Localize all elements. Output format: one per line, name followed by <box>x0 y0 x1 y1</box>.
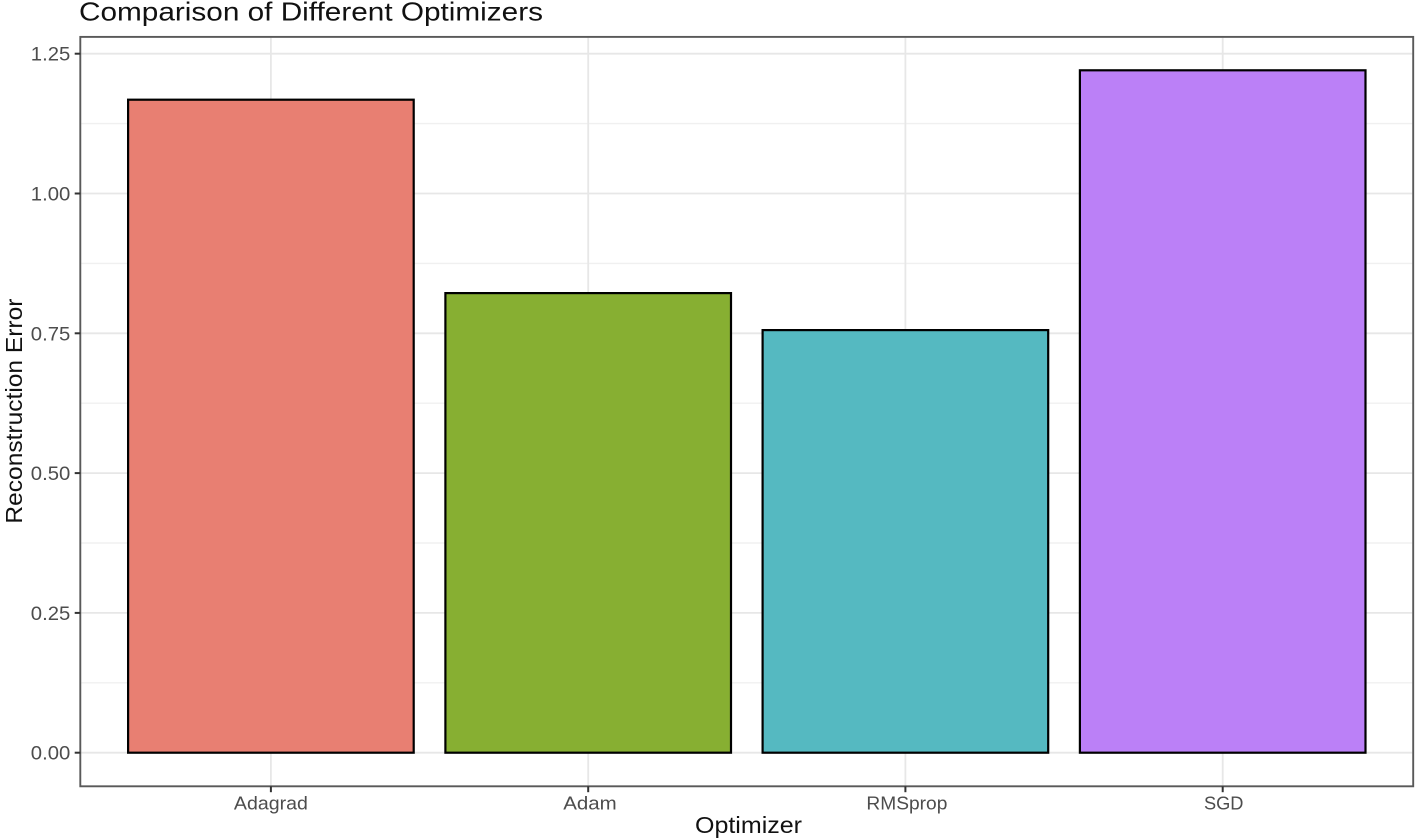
svg-text:Optimizer: Optimizer <box>695 812 802 838</box>
svg-text:0.75: 0.75 <box>31 324 71 345</box>
svg-text:0.00: 0.00 <box>31 744 71 765</box>
svg-text:0.25: 0.25 <box>31 604 71 625</box>
svg-text:SGD: SGD <box>1204 792 1244 813</box>
svg-text:Adam: Adam <box>563 792 617 813</box>
svg-text:0.50: 0.50 <box>31 464 71 485</box>
svg-text:RMSprop: RMSprop <box>866 792 947 813</box>
svg-text:1.25: 1.25 <box>31 45 71 66</box>
svg-text:Adagrad: Adagrad <box>234 792 308 813</box>
svg-text:Comparison of Different Optimi: Comparison of Different Optimizers <box>79 0 543 27</box>
svg-text:1.00: 1.00 <box>31 185 71 206</box>
svg-text:Reconstruction Error: Reconstruction Error <box>1 298 27 523</box>
